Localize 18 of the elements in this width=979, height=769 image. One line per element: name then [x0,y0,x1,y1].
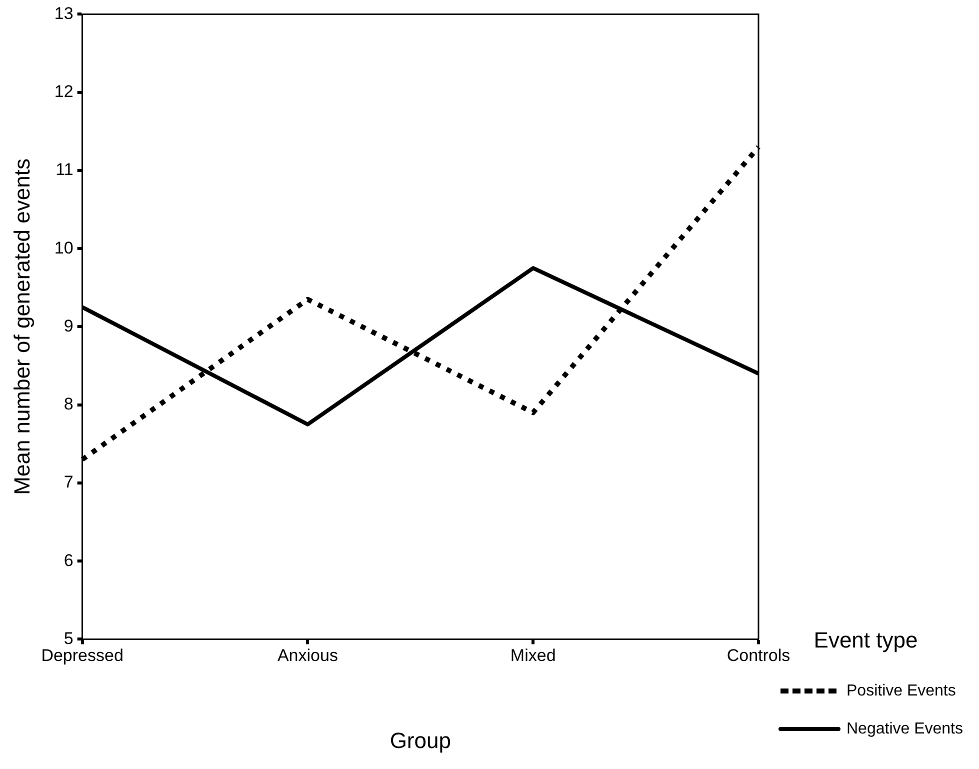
y-axis-title: Mean number of generated events [9,158,34,495]
y-tick-label: 11 [56,160,74,180]
x-tick-label: Mixed [510,646,556,666]
x-tick-label: Depressed [41,646,124,666]
legend-title: Event type [814,628,918,653]
legend-label: Positive Events [846,682,956,700]
y-tick-label: 13 [54,4,74,23]
legend-label: Negative Events [846,720,964,738]
y-tick-label: 8 [64,394,74,414]
y-tick-label: 9 [64,316,74,336]
y-tick-label: 10 [54,238,74,258]
x-axis-title: Group [390,728,451,753]
x-tick-label: Anxious [277,646,338,666]
y-tick-label: 7 [64,472,74,492]
y-tick-label: 6 [64,550,74,570]
x-tick-label: Controls [726,646,790,666]
y-tick-label: 12 [54,82,74,102]
y-tick-label: 5 [64,628,74,648]
